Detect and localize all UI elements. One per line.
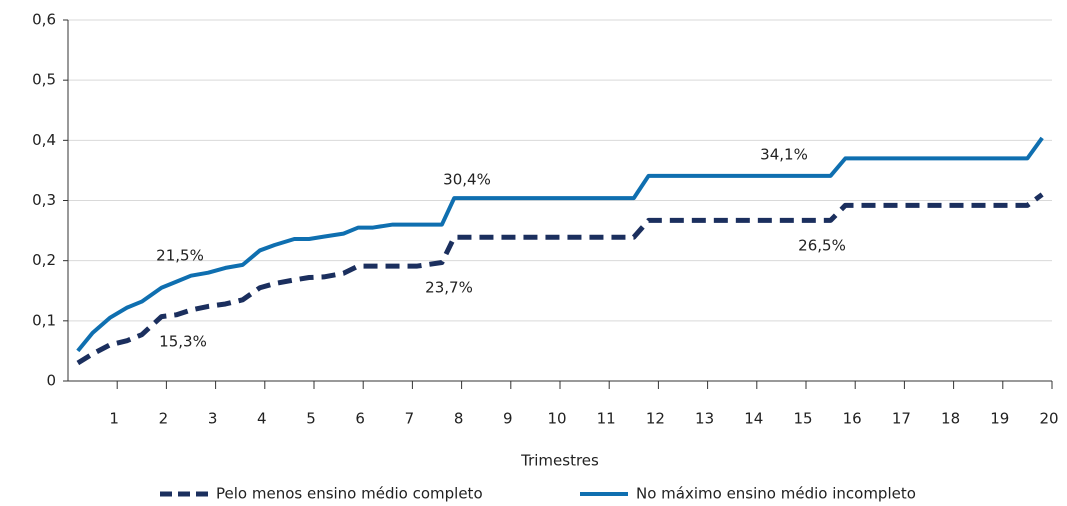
x-tick-label: 14 bbox=[744, 410, 763, 428]
series-line bbox=[76, 192, 1044, 366]
y-tick-label: 0,4 bbox=[32, 131, 56, 149]
x-tick-label: 5 bbox=[306, 410, 316, 428]
x-tick-label: 11 bbox=[597, 410, 616, 428]
x-tick-label: 3 bbox=[208, 410, 218, 428]
x-tick-label: 7 bbox=[405, 410, 415, 428]
x-tick-label: 13 bbox=[695, 410, 714, 428]
x-tick-label: 9 bbox=[503, 410, 513, 428]
x-tick-label: 17 bbox=[892, 410, 911, 428]
legend-label: No máximo ensino médio incompleto bbox=[636, 485, 916, 503]
x-tick-label: 16 bbox=[843, 410, 862, 428]
y-tick-label: 0 bbox=[46, 372, 56, 390]
y-tick-label: 0,2 bbox=[32, 251, 56, 269]
x-tick-label: 8 bbox=[454, 410, 464, 428]
x-tick-label: 10 bbox=[547, 410, 566, 428]
x-tick-label: 2 bbox=[159, 410, 169, 428]
x-tick-label: 6 bbox=[355, 410, 365, 428]
x-tick-label: 18 bbox=[941, 410, 960, 428]
x-tick-label: 19 bbox=[990, 410, 1009, 428]
y-tick-label: 0,3 bbox=[32, 191, 56, 209]
annotation: 30,4% bbox=[443, 171, 491, 189]
annotation: 26,5% bbox=[798, 237, 846, 255]
x-tick-label: 12 bbox=[646, 410, 665, 428]
x-tick-label: 15 bbox=[793, 410, 812, 428]
y-tick-label: 0,5 bbox=[32, 71, 56, 89]
y-tick-label: 0,1 bbox=[32, 311, 56, 329]
series-line bbox=[76, 136, 1044, 353]
y-tick-label: 0,6 bbox=[32, 11, 56, 29]
annotation: 34,1% bbox=[760, 146, 808, 164]
x-tick-label: 4 bbox=[257, 410, 267, 428]
x-tick-label: 20 bbox=[1039, 410, 1058, 428]
annotation: 15,3% bbox=[159, 333, 207, 351]
x-axis-label: Trimestres bbox=[520, 452, 599, 470]
annotation: 21,5% bbox=[156, 247, 204, 265]
legend-label: Pelo menos ensino médio completo bbox=[216, 485, 483, 503]
x-tick-label: 1 bbox=[109, 410, 119, 428]
annotation: 23,7% bbox=[425, 279, 473, 297]
